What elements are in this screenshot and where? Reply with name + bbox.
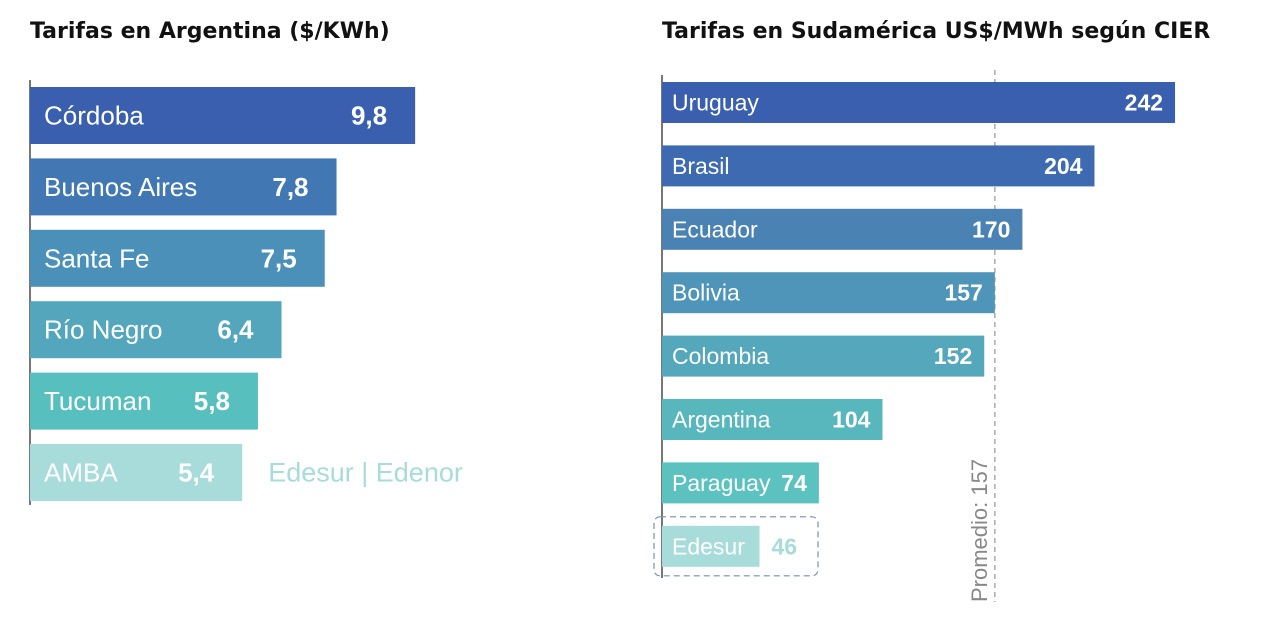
- average-label: Promedio: 157: [967, 459, 992, 602]
- chart-title-argentina: Tarifas en Argentina ($/KWh): [30, 19, 390, 44]
- bar-label-brasil: Brasil: [672, 153, 730, 179]
- bar-bolivia: [662, 272, 995, 314]
- bar-label-paraguay: Paraguay: [672, 470, 771, 496]
- bar-paraguay: [662, 462, 819, 504]
- bar-value-paraguay: 74: [781, 470, 807, 496]
- bar-value-tucuman: 5,8: [194, 386, 230, 416]
- bar-value-uruguay: 242: [1125, 90, 1163, 116]
- bar-value-ecuador: 170: [972, 216, 1010, 242]
- bar-label-rio-negro: Río Negro: [44, 315, 163, 345]
- bar-label-colombia: Colombia: [672, 343, 769, 369]
- bar-label-argentina: Argentina: [672, 407, 771, 433]
- bar-uruguay: [662, 82, 1176, 123]
- bar-label-uruguay: Uruguay: [672, 90, 759, 116]
- chart-title-sudamerica: Tarifas en Sudamérica US$/MWh según CIER: [662, 19, 1211, 44]
- bar-label-cordoba: Córdoba: [44, 101, 144, 131]
- bar-label-tucuman: Tucuman: [44, 386, 151, 416]
- bar-value-buenos-aires: 7,8: [272, 172, 308, 202]
- bar-value-brasil: 204: [1044, 153, 1083, 179]
- bar-colombia: [662, 335, 985, 377]
- bar-label-buenos-aires: Buenos Aires: [44, 172, 197, 202]
- bar-amba: [30, 444, 243, 501]
- bar-rio-negro: [30, 301, 282, 359]
- bar-santa-fe: [30, 229, 325, 287]
- bar-label-santa-fe: Santa Fe: [44, 243, 150, 273]
- bar-value-colombia: 152: [934, 343, 972, 369]
- annotation-edesur-edenor: Edesur | Edenor: [268, 458, 463, 488]
- bar-value-cordoba: 9,8: [351, 101, 387, 131]
- bar-value-santa-fe: 7,5: [261, 243, 297, 273]
- bar-label-ecuador: Ecuador: [672, 216, 758, 242]
- bar-ecuador: [662, 208, 1023, 250]
- bar-argentina: [662, 399, 883, 440]
- bar-value-argentina: 104: [832, 407, 871, 433]
- bar-value-amba: 5,4: [178, 458, 215, 488]
- bar-buenos-aires: [30, 158, 337, 216]
- bar-label-edesur: Edesur: [672, 533, 745, 559]
- bar-value-bolivia: 157: [944, 280, 982, 306]
- highlight-box-edesur: [653, 516, 819, 577]
- bar-tucuman: [30, 372, 258, 430]
- bar-value-rio-negro: 6,4: [217, 315, 254, 345]
- bar-cordoba: [30, 87, 416, 144]
- bar-label-amba: AMBA: [44, 458, 118, 488]
- bar-brasil: [662, 145, 1095, 187]
- bar-edesur: [662, 525, 760, 567]
- bar-label-bolivia: Bolivia: [672, 280, 740, 306]
- bar-value-edesur: 46: [772, 533, 798, 559]
